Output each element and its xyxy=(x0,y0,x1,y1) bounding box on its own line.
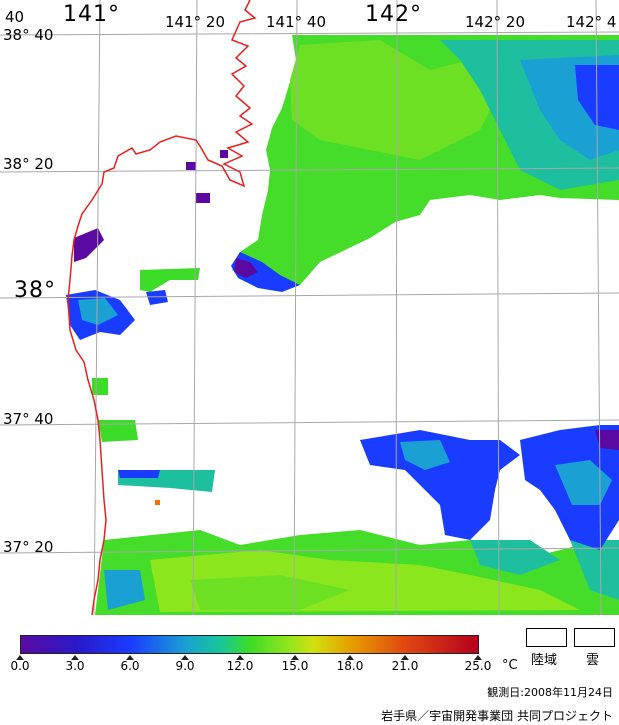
colorbar-tick-label: 25.0 xyxy=(464,659,492,673)
colorbar-tick xyxy=(181,655,189,660)
temperature-colorbar xyxy=(20,635,479,654)
colorbar-tick-label: 9.0 xyxy=(175,659,195,673)
lon-label-141-20: 141° 20 xyxy=(165,13,225,31)
land-legend-swatch xyxy=(526,628,567,647)
colorbar-tick-label: 18.0 xyxy=(336,659,364,673)
land-legend-label: 陸域 xyxy=(531,653,558,668)
colorbar-tick-label: 0.0 xyxy=(10,659,30,673)
cloud-legend-swatch xyxy=(574,628,615,647)
observation-date: 観測日:2008年11月24日 xyxy=(487,686,613,699)
temperature-unit: °C xyxy=(502,658,518,673)
lat-label-38-40: 38° 40 xyxy=(3,26,54,44)
colorbar-tick xyxy=(401,655,409,660)
lon-label-141-40: 141° 40 xyxy=(266,13,326,31)
colorbar-tick xyxy=(236,655,244,660)
cloud-legend-label: 雲 xyxy=(586,653,600,668)
colorbar-tick-label: 15.0 xyxy=(281,659,309,673)
colorbar-tick xyxy=(16,655,24,660)
colorbar-tick-label: 21.0 xyxy=(391,659,419,673)
coastal-patches xyxy=(66,150,228,505)
colorbar-tick xyxy=(474,655,482,660)
lat-label-38-20: 38° 20 xyxy=(3,155,54,173)
lat-label-38: 38° xyxy=(14,278,56,303)
east-blue-cluster xyxy=(360,425,619,550)
sea-surface-temperature-map xyxy=(0,0,619,615)
north-ocean-patch xyxy=(231,35,619,292)
coastline xyxy=(67,0,257,615)
colorbar-tick xyxy=(71,655,79,660)
lon-label-140-40: 40 xyxy=(5,8,25,26)
lon-label-142: 142° xyxy=(365,2,422,27)
lon-label-141: 141° xyxy=(63,2,120,27)
credit-text: 岩手県／宇宙開発事業団 共同プロジェクト xyxy=(381,709,613,723)
lat-label-37-20: 37° 20 xyxy=(3,538,54,556)
colorbar-tick-label: 3.0 xyxy=(65,659,85,673)
graticule xyxy=(0,0,619,615)
lon-label-142-20: 142° 20 xyxy=(465,13,525,31)
colorbar-tick xyxy=(291,655,299,660)
colorbar-tick-label: 12.0 xyxy=(226,659,254,673)
lat-label-37-40: 37° 40 xyxy=(3,410,54,428)
colorbar-tick-label: 6.0 xyxy=(120,659,140,673)
colorbar-tick xyxy=(126,655,134,660)
colorbar-tick xyxy=(346,655,354,660)
lon-label-142-40: 142° 4 xyxy=(566,13,617,31)
